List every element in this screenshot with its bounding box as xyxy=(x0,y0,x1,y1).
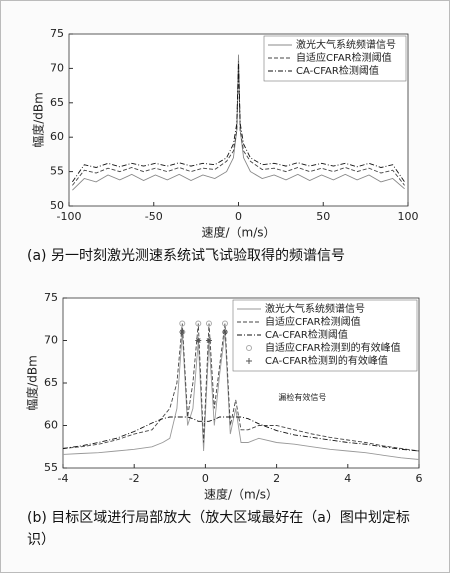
y-tick-label: 65 xyxy=(44,376,58,389)
x-tick-label: 6 xyxy=(416,472,423,485)
y-tick-label: 70 xyxy=(50,61,64,74)
y-tick-label: 60 xyxy=(44,419,58,432)
peak-marker xyxy=(221,320,228,327)
peak-marker xyxy=(205,337,212,344)
x-tick-label: -4 xyxy=(58,472,69,485)
caption: (a) 另一时刻激光测速系统试飞试验取得的频谱信号 xyxy=(27,248,345,264)
y-tick-label: 75 xyxy=(50,27,64,40)
x-tick-label: -50 xyxy=(145,210,163,223)
x-axis-label: 速度/（m/s） xyxy=(201,225,275,240)
caption: (b) 目标区域进行局部放大（放大区域最好在（a）图中划定标识） xyxy=(27,510,410,548)
x-tick-label: 4 xyxy=(344,472,351,485)
y-tick-label: 55 xyxy=(44,461,58,474)
x-tick-label: 100 xyxy=(398,210,419,223)
legend-marker xyxy=(246,345,252,351)
x-tick-label: 50 xyxy=(316,210,330,223)
series-line xyxy=(72,54,405,191)
series-line xyxy=(62,416,420,452)
legend-label: 自适应CFAR检测阈值 xyxy=(265,315,361,328)
x-tick-label: -100 xyxy=(57,210,82,223)
series-line xyxy=(62,331,420,460)
legend xyxy=(232,299,418,372)
legend-marker xyxy=(246,358,252,364)
peak-marker xyxy=(195,320,202,327)
legend-label: CA-CFAR检测阈值 xyxy=(296,64,379,77)
legend-label: CA-CFAR检测阈值 xyxy=(265,328,348,341)
y-axis-label: 幅度/dBm xyxy=(25,355,40,411)
y-tick-label: 60 xyxy=(50,130,64,143)
peak-marker xyxy=(179,320,186,327)
x-axis-label: 速度/（m/s） xyxy=(204,487,278,502)
annotation: 漏检有效信号 xyxy=(278,392,326,402)
legend-label: CA-CFAR检测到的有效峰值 xyxy=(265,354,388,367)
y-tick-label: 70 xyxy=(44,334,58,347)
peak-marker xyxy=(205,320,212,327)
legend-label: 自适应CFAR检测到的有效峰值 xyxy=(265,341,401,354)
y-tick-label: 65 xyxy=(50,96,64,109)
x-tick-label: 2 xyxy=(273,472,280,485)
y-axis-label: 幅度/dBm xyxy=(31,92,46,148)
peak-marker xyxy=(179,329,186,335)
legend-label: 激光大气系统频谱信号 xyxy=(265,302,365,315)
x-tick-label: 0 xyxy=(235,210,242,223)
x-tick-label: -2 xyxy=(129,472,140,485)
peak-marker xyxy=(195,337,202,344)
legend-label: 激光大气系统频谱信号 xyxy=(296,38,396,51)
peak-marker xyxy=(221,329,228,335)
series-line xyxy=(72,61,405,183)
y-tick-label: 55 xyxy=(50,165,64,178)
legend-label: 自适应CFAR检测阈值 xyxy=(296,51,392,64)
x-tick-label: 0 xyxy=(202,472,209,485)
y-tick-label: 50 xyxy=(50,199,64,212)
y-tick-label: 75 xyxy=(44,291,58,304)
